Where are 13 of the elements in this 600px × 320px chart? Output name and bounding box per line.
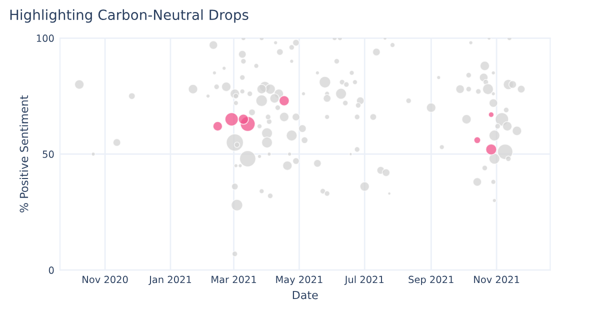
chart-title: Highlighting Carbon-Neutral Drops — [10, 9, 248, 23]
x-tick-label: Jan 2021 — [148, 276, 191, 285]
x-axis-title: Date — [292, 290, 318, 300]
y-axis-title: % Positive Sentiment — [20, 95, 28, 212]
x-tick-label: Nov 2021 — [474, 276, 520, 284]
y-tick-label: 50 — [42, 150, 54, 158]
x-tick-label: Mar 2021 — [212, 276, 256, 284]
y-tick-label: 0 — [48, 266, 54, 274]
x-tick-label: May 2021 — [276, 276, 322, 286]
x-tick-label: Nov 2020 — [82, 276, 128, 284]
x-tick-label: Sep 2021 — [408, 276, 454, 286]
x-tick-label: Jul 2021 — [344, 276, 384, 285]
y-tick-label: 100 — [36, 34, 54, 42]
